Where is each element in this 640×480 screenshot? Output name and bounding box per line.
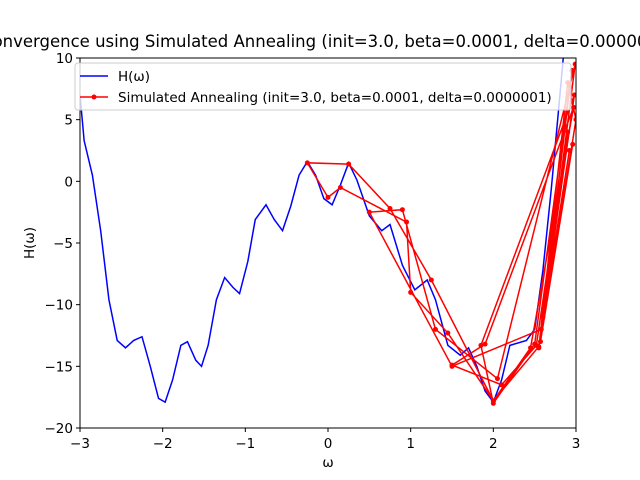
marker [571,104,576,110]
marker [528,345,534,351]
marker [570,141,576,147]
y-tick-label: −20 [45,421,74,437]
marker [428,277,434,283]
marker [542,302,548,308]
marker [449,363,455,369]
y-tick-label: −15 [45,359,74,375]
legend-box [74,62,572,111]
marker [337,185,343,190]
x-tick-label: 1 [406,436,415,452]
marker [366,209,372,215]
x-tick-label: 3 [572,436,581,452]
marker [566,148,572,153]
legend-label: Simulated Annealing (init=3.0, beta=0.00… [118,90,552,106]
y-tick-label: 10 [56,51,73,67]
chart-title: Convergence using Simulated Annealing (i… [0,32,640,51]
marker [565,129,571,135]
legend-marker [91,94,97,100]
marker [573,117,576,123]
marker [538,326,544,332]
y-tick-label: −10 [45,298,74,314]
x-tick-label: 0 [324,436,333,452]
marker [445,330,451,336]
marker [346,161,352,167]
marker [432,326,438,332]
y-tick-label: 5 [64,113,73,129]
marker [572,61,576,67]
marker [499,382,505,388]
marker [478,342,484,348]
marker [399,207,405,213]
marker [325,194,331,200]
series-line [305,63,576,406]
marker [482,341,488,347]
y-tick-label: −5 [53,236,73,252]
legend-label: H(ω) [118,69,150,85]
marker [540,314,546,320]
x-tick-label: 2 [489,436,498,452]
marker [304,160,310,166]
x-tick-label: −1 [235,436,255,452]
marker [404,219,410,225]
x-tick-label: −3 [70,436,90,452]
marker [571,92,576,98]
marker [408,289,414,295]
y-tick-label: 0 [64,174,73,190]
plot-area [80,58,576,406]
y-axis-label: H(ω) [22,227,38,259]
marker [537,339,543,345]
x-axis-label: ω [322,455,333,471]
marker [490,398,496,404]
marker [494,376,500,382]
series-line [80,58,565,404]
marker [387,205,393,211]
marker [536,344,542,350]
x-tick-label: −2 [153,436,173,452]
